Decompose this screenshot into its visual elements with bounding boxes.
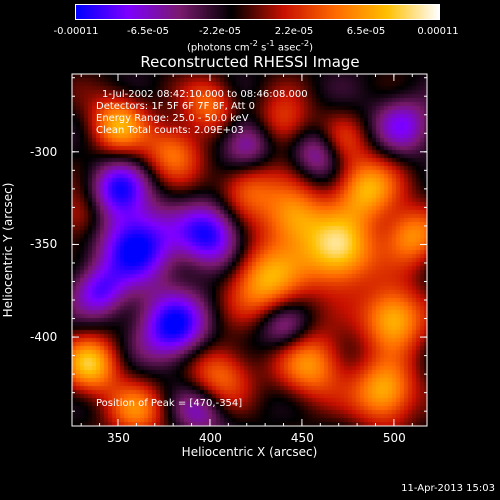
y-tick-label: -400	[30, 330, 58, 345]
colorbar-tick-label: -6.5e-05	[127, 26, 169, 37]
colorbar-tick-label: -0.00011	[53, 26, 99, 37]
heatmap-image	[72, 74, 427, 426]
colorbar	[75, 4, 440, 20]
y-tick-label: -350	[30, 237, 58, 252]
x-axis-label: Heliocentric X (arcsec)	[181, 445, 318, 459]
colorbar-tick-label: 6.5e-05	[346, 26, 386, 37]
colorbar-tick-label: 0.00011	[417, 26, 459, 37]
x-tick-label: 450	[290, 431, 314, 445]
time-range-annotation: 1-Jul-2002 08:42:10.000 to 08:46:08.000	[102, 89, 308, 100]
energy-range-annotation: Energy Range: 25.0 - 50.0 keV	[96, 113, 249, 124]
tick-marks	[72, 74, 427, 426]
x-tick-label: 500	[382, 431, 406, 445]
detectors-annotation: Detectors: 1F 5F 6F 7F 8F, Att 0	[96, 101, 256, 112]
colorbar-tick-label: -2.2e-05	[199, 26, 241, 37]
y-tick-label: -300	[30, 144, 58, 159]
y-axis-label: Heliocentric Y (arcsec)	[1, 182, 15, 318]
timestamp: 11-Apr-2013 15:03	[401, 483, 495, 494]
colorbar-unit-label: (photons cm-2 s-1 asec-2)	[186, 38, 314, 54]
plot-frame	[71, 73, 428, 427]
colorbar-tick-label: 2.2e-05	[274, 26, 314, 37]
x-tick-label: 400	[198, 431, 222, 445]
x-tick-label: 350	[106, 431, 130, 445]
peak-position-annotation: Position of Peak = [470,-354]	[96, 398, 243, 409]
clean-counts-annotation: Clean Total counts: 2.09E+03	[96, 125, 244, 136]
chart-title: Reconstructed RHESSI Image	[140, 53, 360, 71]
